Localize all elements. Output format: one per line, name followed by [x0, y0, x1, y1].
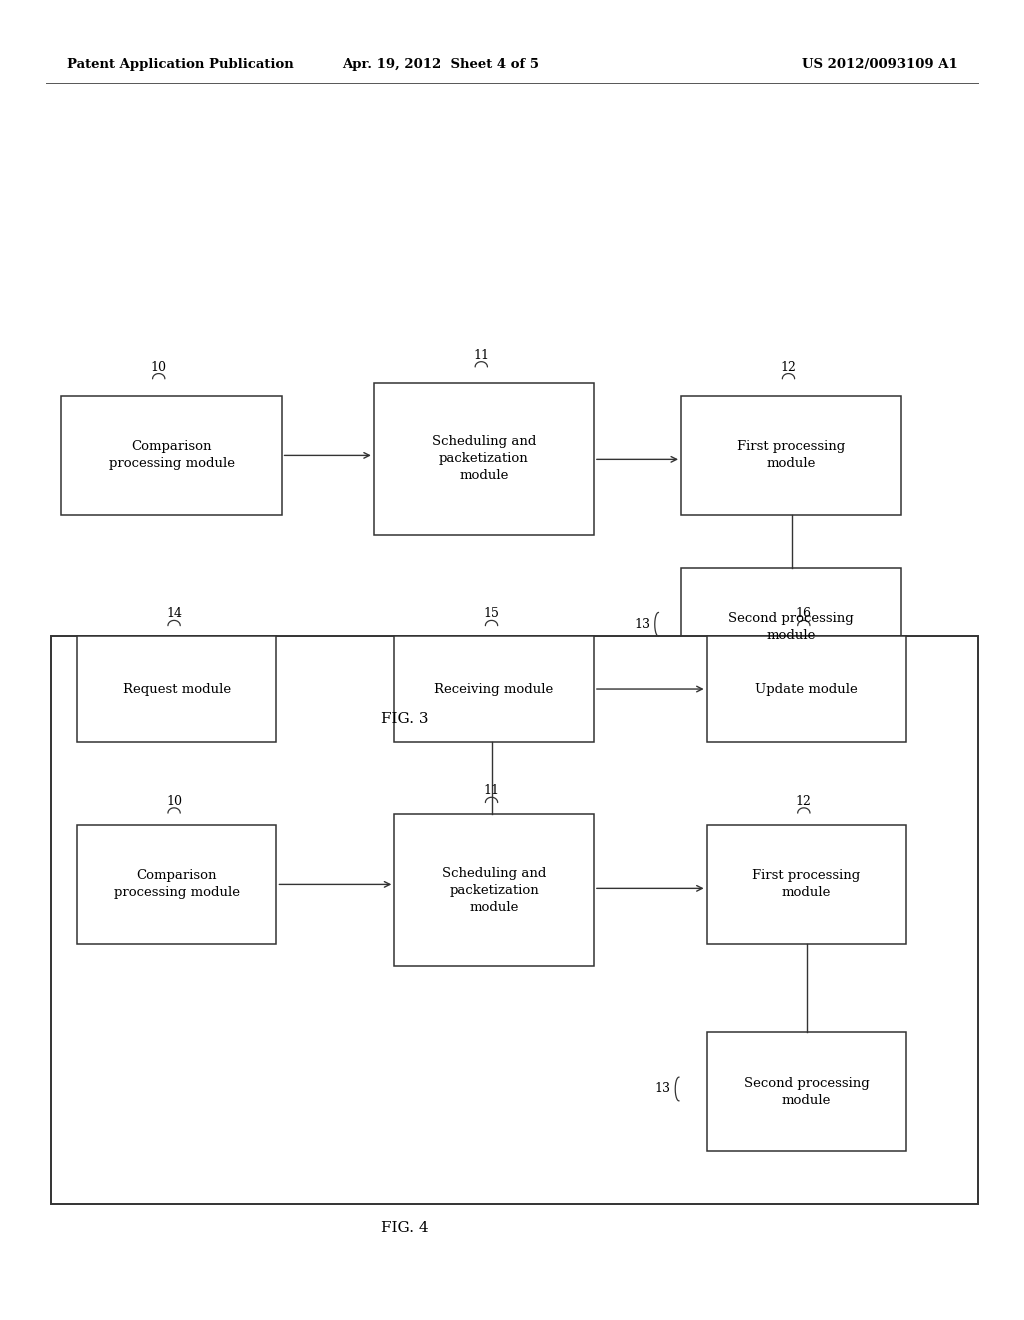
Text: Scheduling and
packetization
module: Scheduling and packetization module [432, 436, 536, 482]
Text: 12: 12 [796, 795, 812, 808]
Text: 14: 14 [166, 607, 182, 620]
Text: 13: 13 [654, 1082, 671, 1096]
Bar [61, 396, 282, 515]
Bar [681, 396, 901, 515]
Bar [77, 636, 276, 742]
Bar [707, 636, 906, 742]
Text: Update module: Update module [755, 682, 858, 696]
Text: First processing
module: First processing module [737, 441, 845, 470]
Bar [394, 814, 594, 966]
Text: Request module: Request module [123, 682, 230, 696]
Text: Patent Application Publication: Patent Application Publication [67, 58, 293, 71]
Bar [707, 1032, 906, 1151]
Text: FIG. 3: FIG. 3 [381, 713, 428, 726]
Bar [374, 383, 594, 535]
Text: Comparison
processing module: Comparison processing module [114, 870, 240, 899]
Bar [51, 636, 978, 1204]
Text: Second processing
module: Second processing module [728, 612, 854, 642]
Text: 10: 10 [151, 360, 167, 374]
Bar [707, 825, 906, 944]
Text: Receiving module: Receiving module [434, 682, 554, 696]
Text: 12: 12 [780, 360, 797, 374]
Bar [681, 568, 901, 686]
Text: 16: 16 [796, 607, 812, 620]
Text: First processing
module: First processing module [753, 870, 860, 899]
Text: 15: 15 [483, 607, 500, 620]
Bar [77, 825, 276, 944]
Text: Second processing
module: Second processing module [743, 1077, 869, 1106]
Text: 11: 11 [483, 784, 500, 797]
Text: Apr. 19, 2012  Sheet 4 of 5: Apr. 19, 2012 Sheet 4 of 5 [342, 58, 539, 71]
Text: Scheduling and
packetization
module: Scheduling and packetization module [442, 867, 546, 913]
Bar [394, 636, 594, 742]
Text: 11: 11 [473, 348, 489, 362]
Text: Comparison
processing module: Comparison processing module [109, 441, 234, 470]
Text: FIG. 4: FIG. 4 [381, 1221, 428, 1234]
Text: 10: 10 [166, 795, 182, 808]
Text: US 2012/0093109 A1: US 2012/0093109 A1 [802, 58, 957, 71]
Text: 13: 13 [634, 618, 650, 631]
